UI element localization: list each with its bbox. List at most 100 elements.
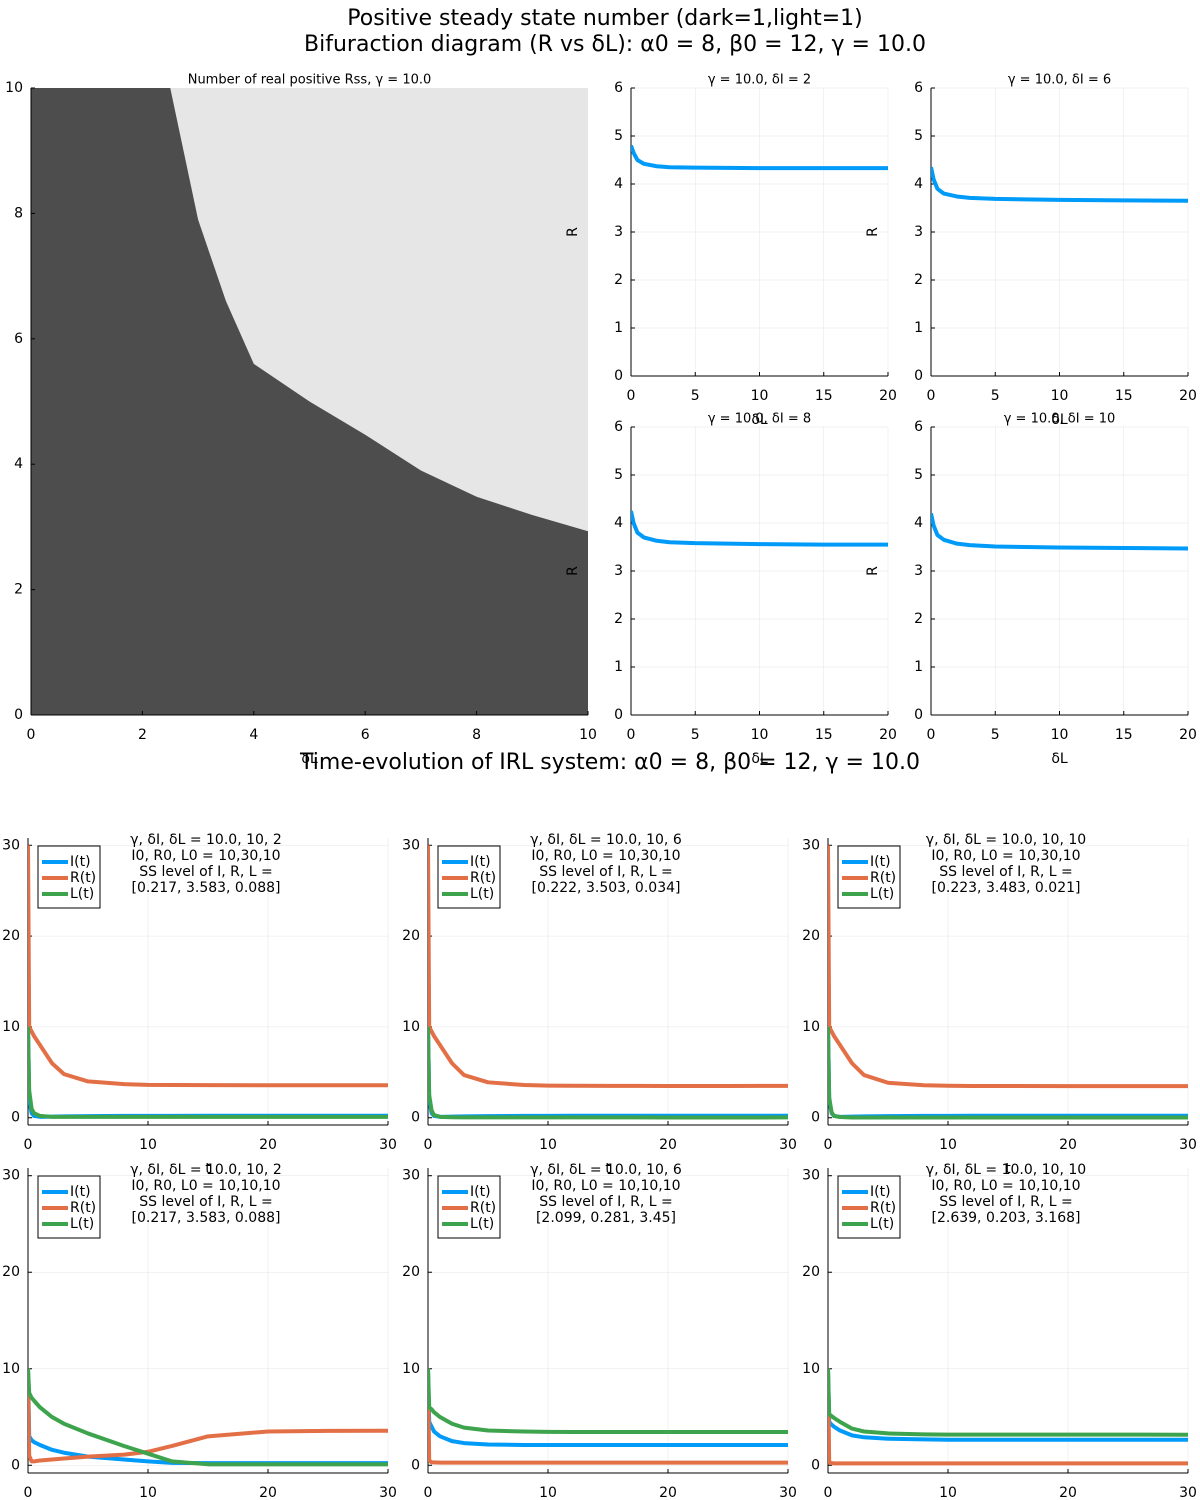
- x-tick-label: 5: [691, 727, 700, 743]
- legend-label: L(t): [470, 886, 494, 902]
- legend-label: R(t): [70, 870, 96, 886]
- section-title: Time-evolution of IRL system: α0 = 8, β0…: [299, 750, 920, 775]
- y-tick-label: 6: [614, 419, 623, 435]
- y-tick-label: 0: [614, 368, 623, 384]
- y-tick-label: 10: [802, 1361, 820, 1377]
- y-tick-label: 4: [614, 515, 623, 531]
- x-tick-label: 0: [24, 1485, 33, 1500]
- chart-title-line: γ, δI, δL = 10.0, 10, 10: [926, 1162, 1086, 1178]
- x-tick-label: 20: [259, 1485, 277, 1500]
- x-tick-label: 10: [751, 388, 769, 404]
- y-tick-label: 30: [402, 837, 420, 853]
- chart-title-line: SS level of I, R, L =: [539, 1194, 673, 1210]
- x-tick-label: 0: [927, 388, 936, 404]
- y-tick-label: 0: [914, 368, 923, 384]
- legend-label: R(t): [470, 1200, 496, 1216]
- y-tick-label: 20: [2, 1264, 20, 1280]
- x-tick-label: 30: [379, 1137, 397, 1153]
- x-axis-label: t: [1005, 1161, 1011, 1177]
- y-tick-label: 3: [614, 224, 623, 240]
- x-tick-label: 15: [815, 727, 833, 743]
- x-tick-label: 0: [824, 1137, 833, 1153]
- legend-label: L(t): [70, 1216, 94, 1232]
- legend-label: I(t): [870, 1184, 891, 1200]
- y-axis-label: R: [565, 566, 581, 576]
- chart-title-line: [0.217, 3.583, 0.088]: [132, 1210, 281, 1226]
- legend-label: R(t): [70, 1200, 96, 1216]
- x-axis-label: δL: [301, 751, 318, 767]
- x-tick-label: 20: [1179, 727, 1197, 743]
- chart-title: γ = 10.0, δI = 2: [708, 73, 811, 88]
- legend-label: I(t): [470, 1184, 491, 1200]
- series-line: [631, 144, 888, 171]
- legend-label: I(t): [70, 854, 91, 870]
- legend-label: R(t): [470, 870, 496, 886]
- y-tick-label: 0: [411, 1457, 420, 1473]
- y-tick-label: 0: [914, 707, 923, 723]
- page-subtitle: Bifuraction diagram (R vs δL): α0 = 8, β…: [304, 32, 926, 57]
- x-tick-label: 20: [879, 388, 897, 404]
- x-tick-label: 6: [361, 727, 370, 743]
- y-tick-label: 0: [411, 1110, 420, 1126]
- y-tick-label: 30: [802, 837, 820, 853]
- x-axis-label: δL: [1051, 412, 1068, 428]
- chart-title: Number of real positive Rss, γ = 10.0: [188, 73, 432, 88]
- x-tick-label: 0: [24, 1137, 33, 1153]
- x-tick-label: 10: [1051, 727, 1069, 743]
- x-tick-label: 5: [691, 388, 700, 404]
- x-tick-label: 15: [1115, 388, 1133, 404]
- series-line: [28, 1368, 388, 1467]
- series-line: [428, 845, 788, 1088]
- x-axis-label: δL: [751, 412, 768, 428]
- chart-title-line: SS level of I, R, L =: [139, 1194, 273, 1210]
- y-tick-label: 4: [14, 456, 23, 472]
- chart-title-line: SS level of I, R, L =: [939, 1194, 1073, 1210]
- y-tick-label: 10: [5, 80, 23, 96]
- x-axis-label: δL: [1051, 751, 1068, 767]
- chart-title-line: I0, R0, L0 = 10,10,10: [931, 1178, 1080, 1194]
- series-line: [828, 1368, 1188, 1437]
- x-tick-label: 10: [579, 727, 597, 743]
- y-tick-label: 3: [914, 563, 923, 579]
- series-line: [828, 1368, 1188, 1442]
- x-tick-label: 20: [259, 1137, 277, 1153]
- y-tick-label: 4: [914, 515, 923, 531]
- chart: 0 5 10 15 20 0 1 2 3 4 5 6 γ = 10.0, δI = 2 δL R: [565, 73, 897, 429]
- page-title: Positive steady state number (dark=1,lig…: [347, 6, 862, 31]
- y-tick-label: 6: [914, 419, 923, 435]
- y-axis-label: R: [865, 227, 881, 237]
- x-tick-label: 2: [138, 727, 147, 743]
- y-tick-label: 5: [914, 467, 923, 483]
- chart-title-line: I0, R0, L0 = 10,30,10: [931, 848, 1080, 864]
- region-below: [31, 88, 588, 715]
- x-tick-label: 15: [1115, 727, 1133, 743]
- x-axis-label: t: [205, 1161, 211, 1177]
- y-tick-label: 0: [14, 707, 23, 723]
- chart-title-line: SS level of I, R, L =: [939, 864, 1073, 880]
- x-tick-label: 0: [824, 1485, 833, 1500]
- x-tick-label: 5: [991, 388, 1000, 404]
- y-tick-label: 6: [914, 80, 923, 96]
- x-tick-label: 10: [539, 1485, 557, 1500]
- chart-title-line: I0, R0, L0 = 10,10,10: [531, 1178, 680, 1194]
- y-tick-label: 20: [402, 1264, 420, 1280]
- chart-title-line: I0, R0, L0 = 10,30,10: [531, 848, 680, 864]
- chart-title-line: I0, R0, L0 = 10,30,10: [131, 848, 280, 864]
- chart-title-line: γ, δI, δL = 10.0, 10, 2: [130, 1162, 281, 1178]
- x-tick-label: 8: [472, 727, 481, 743]
- y-tick-label: 4: [614, 176, 623, 192]
- y-tick-label: 0: [614, 707, 623, 723]
- x-tick-label: 30: [1179, 1137, 1197, 1153]
- x-tick-label: 20: [1059, 1485, 1077, 1500]
- x-tick-label: 0: [27, 727, 36, 743]
- x-tick-label: 20: [1059, 1137, 1077, 1153]
- x-tick-label: 30: [1179, 1485, 1197, 1500]
- x-axis-label: δL: [751, 751, 768, 767]
- x-tick-label: 30: [379, 1485, 397, 1500]
- chart: 0 10 20 30 0 10 20 30 γ, δI, δL = 10.0, 10, 2I0,…: [2, 1162, 397, 1500]
